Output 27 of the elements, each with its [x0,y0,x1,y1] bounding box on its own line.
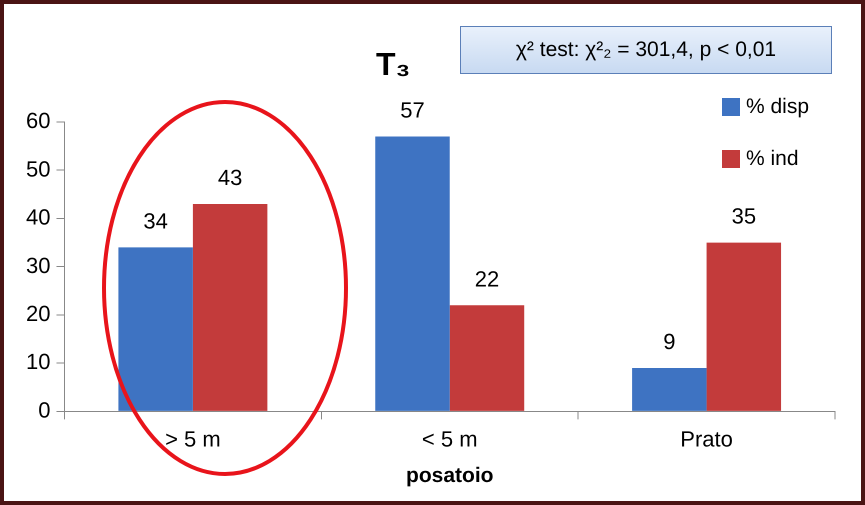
y-tick-label: 60 [26,108,50,134]
bar [706,242,782,411]
x-tick-label: > 5 m [165,426,221,452]
data-label: 57 [400,98,425,123]
bar [192,204,268,411]
x-axis-title: posatoio [406,464,494,488]
y-tick-label: 10 [26,349,50,374]
legend-label: % ind [746,147,799,171]
y-tick-label: 40 [26,204,50,230]
text: χ² test: χ²₂ = 301,4, p < 0,01 [516,38,776,62]
x-tick-label: Prato [680,426,733,452]
bar [375,136,450,411]
data-label: 43 [218,165,242,190]
data-label: 35 [732,204,756,229]
bar [450,305,524,411]
chart-title: T₃ [376,46,410,83]
data-label: 22 [474,266,500,292]
legend-label: % disp [746,95,810,119]
data-label: 9 [663,329,676,354]
y-tick-label: 0 [38,397,50,422]
bar [632,368,707,411]
y-tick-label: 50 [26,156,50,182]
data-label: 34 [143,208,168,234]
y-tick-label: 20 [26,300,50,326]
bar [118,247,193,411]
y-tick-label: 30 [26,252,50,278]
x-tick-label: < 5 m [422,426,478,452]
